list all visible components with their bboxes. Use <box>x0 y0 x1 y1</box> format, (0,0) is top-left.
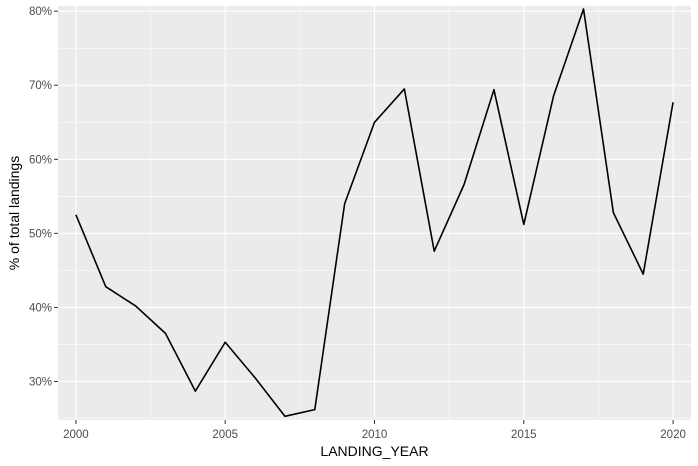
y-tick-label: 70% <box>29 80 52 92</box>
major-gridlines <box>58 6 691 420</box>
x-tick-label: 2015 <box>511 429 537 441</box>
y-tick-label: 50% <box>29 228 52 240</box>
y-tick-label: 30% <box>29 376 52 388</box>
x-axis-title: LANDING_YEAR <box>320 443 428 459</box>
x-tick-label: 2000 <box>63 429 89 441</box>
y-tick-label: 40% <box>29 302 52 314</box>
series-line <box>75 8 674 418</box>
y-tick-label: 80% <box>29 6 52 18</box>
y-tick-label: 60% <box>29 154 52 166</box>
x-axis: 2000 2005 2010 2015 2020 <box>63 420 686 441</box>
x-tick-label: 2020 <box>660 429 686 441</box>
x-tick-label: 2005 <box>212 429 238 441</box>
x-tick-label: 2010 <box>362 429 388 441</box>
y-axis: 30% 40% 50% 60% 70% 80% <box>29 6 58 388</box>
y-axis-title: % of total landings <box>6 156 22 270</box>
series-layer <box>75 8 674 418</box>
